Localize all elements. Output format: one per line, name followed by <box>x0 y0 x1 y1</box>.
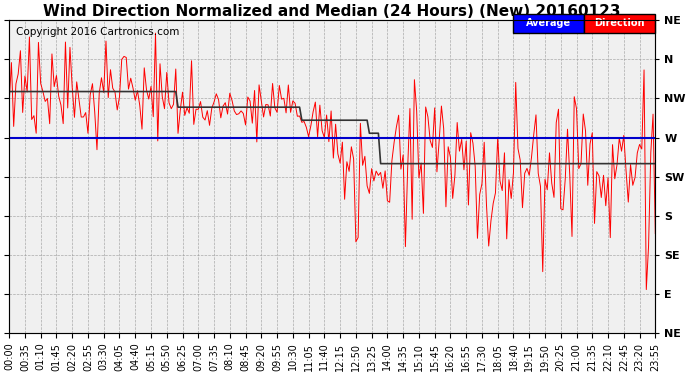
FancyBboxPatch shape <box>513 14 584 33</box>
FancyBboxPatch shape <box>584 14 656 33</box>
Text: Copyright 2016 Cartronics.com: Copyright 2016 Cartronics.com <box>16 27 179 37</box>
Text: Average: Average <box>526 18 571 28</box>
Text: Direction: Direction <box>595 18 645 28</box>
Title: Wind Direction Normalized and Median (24 Hours) (New) 20160123: Wind Direction Normalized and Median (24… <box>43 4 621 19</box>
